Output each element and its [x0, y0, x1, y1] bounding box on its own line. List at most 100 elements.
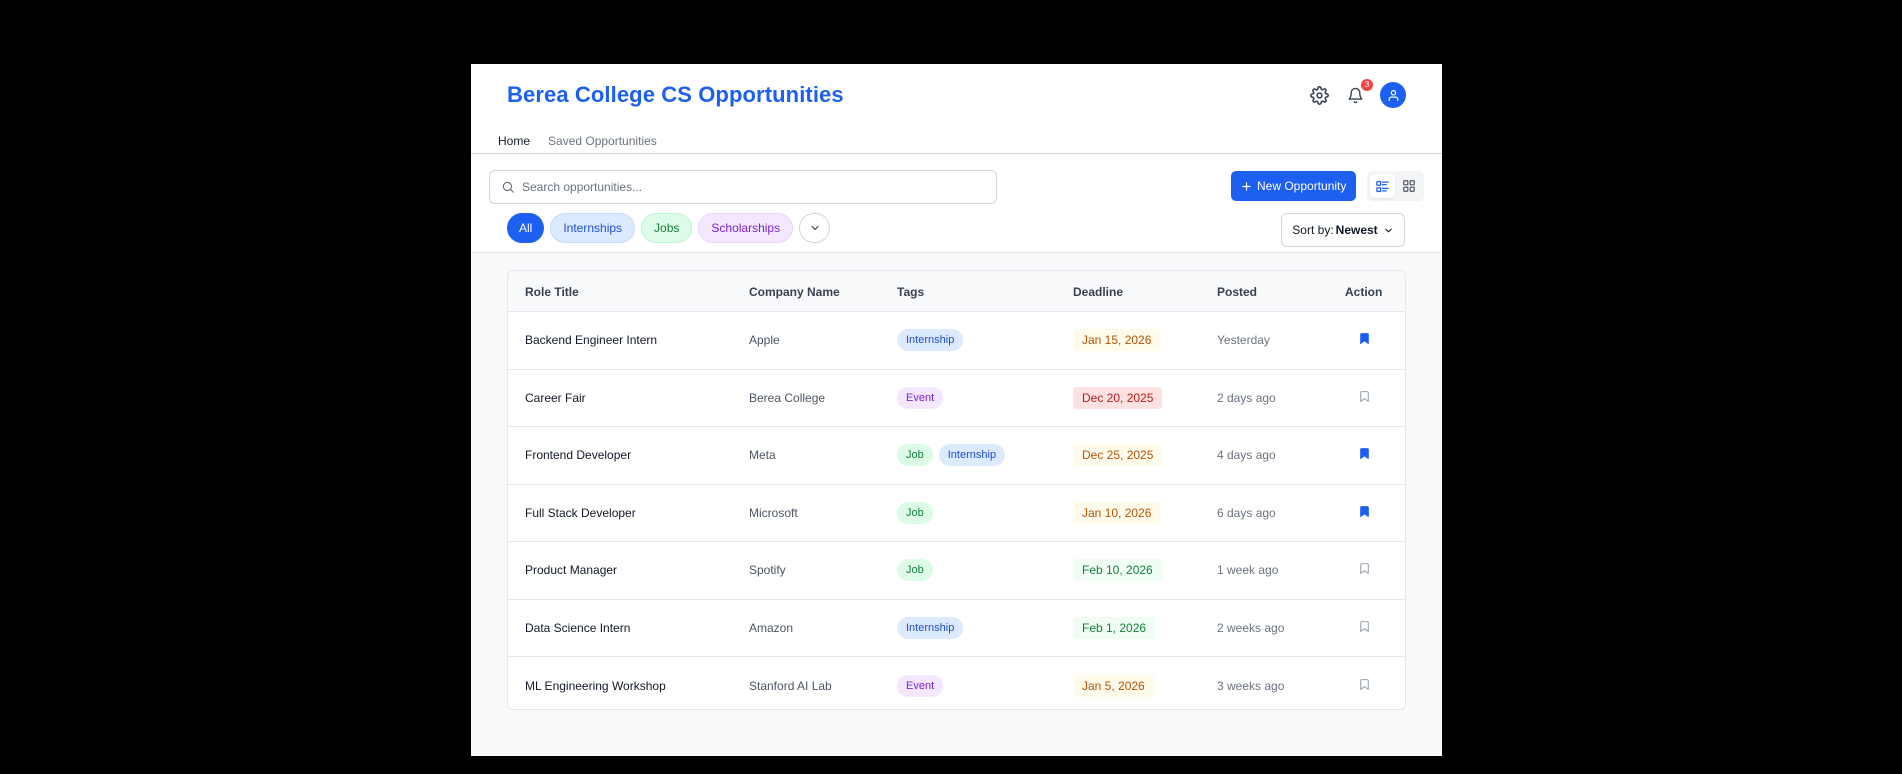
search-input[interactable]: [522, 180, 962, 194]
posted-time: 1 week ago: [1217, 563, 1279, 578]
role-title[interactable]: Frontend Developer: [525, 448, 632, 463]
tab-saved-opportunities[interactable]: Saved Opportunities: [548, 134, 657, 148]
table-row[interactable]: Full Stack Developer Microsoft Job Jan 1…: [508, 485, 1405, 542]
opportunities-table: Role Title Company Name Tags Deadline Po…: [507, 270, 1406, 710]
filter-scholarships[interactable]: Scholarships: [698, 213, 794, 243]
deadline-badge: Dec 20, 2025: [1073, 386, 1163, 409]
deadline-cell: Feb 1, 2026: [1073, 616, 1156, 639]
grid-view-button[interactable]: [1397, 174, 1422, 198]
top-bar: Berea College CS Opportunities 3: [471, 64, 1442, 154]
avatar[interactable]: [1380, 82, 1406, 108]
company-name: Spotify: [749, 563, 786, 578]
column-header-action: Action: [1345, 285, 1383, 299]
tag-badge: Internship: [897, 329, 964, 352]
column-header-company[interactable]: Company Name: [749, 285, 840, 299]
company-name: Microsoft: [749, 505, 798, 520]
settings-button[interactable]: [1308, 84, 1330, 106]
bookmark-icon: [1360, 448, 1369, 460]
gear-icon: [1309, 85, 1329, 105]
bookmark-button[interactable]: [1358, 447, 1371, 464]
posted-time: Yesterday: [1217, 333, 1270, 348]
role-title[interactable]: Full Stack Developer: [525, 505, 636, 520]
posted-time: 4 days ago: [1217, 448, 1276, 463]
tab-home[interactable]: Home: [489, 134, 540, 154]
role-title[interactable]: ML Engineering Workshop: [525, 678, 666, 693]
table-row[interactable]: Data Science Intern Amazon Internship Fe…: [508, 600, 1405, 657]
posted-time: 3 weeks ago: [1217, 678, 1285, 693]
table-row[interactable]: Frontend Developer Meta Job Internship De…: [508, 427, 1405, 485]
bookmark-button[interactable]: [1358, 504, 1371, 521]
table-header: Role Title Company Name Tags Deadline Po…: [508, 271, 1405, 312]
bookmark-icon: [1360, 333, 1369, 345]
table-row[interactable]: Product Manager Spotify Job Feb 10, 2026…: [508, 542, 1405, 600]
tag-badge: Job: [897, 501, 933, 524]
bookmark-icon: [1360, 390, 1369, 402]
company-name: Berea College: [749, 390, 826, 405]
tab-divider: [471, 153, 1442, 154]
company-name: Meta: [749, 448, 776, 463]
filter-all[interactable]: All: [507, 213, 545, 243]
tab-bar: Home Saved Opportunities: [489, 134, 666, 154]
notifications-button[interactable]: 3: [1344, 79, 1373, 106]
filter-internships[interactable]: Internships: [550, 213, 636, 243]
deadline-cell: Dec 25, 2025: [1073, 444, 1163, 467]
deadline-badge: Jan 5, 2026: [1073, 674, 1154, 697]
table-row[interactable]: Backend Engineer Intern Apple Internship…: [508, 312, 1405, 370]
company-name: Apple: [749, 333, 780, 348]
bookmark-button[interactable]: [1358, 677, 1371, 694]
role-title[interactable]: Data Science Intern: [525, 620, 631, 635]
column-header-role[interactable]: Role Title: [525, 285, 579, 299]
tags-cell: Internship: [897, 329, 964, 352]
bookmark-icon: [1360, 563, 1369, 575]
header-actions: 3: [1308, 79, 1406, 108]
user-icon: [1388, 89, 1398, 101]
deadline-cell: Feb 10, 2026: [1073, 559, 1162, 582]
sort-dropdown[interactable]: Sort by: Newest: [1281, 213, 1405, 247]
company-name: Stanford AI Lab: [749, 678, 832, 693]
sort-prefix: Sort by:: [1292, 223, 1334, 237]
grid-view-icon: [1402, 180, 1415, 192]
plus-icon: [1242, 181, 1251, 191]
bookmark-button[interactable]: [1358, 562, 1371, 579]
posted-time: 6 days ago: [1217, 505, 1276, 520]
tags-cell: Internship: [897, 616, 964, 639]
filter-jobs[interactable]: Jobs: [641, 213, 693, 243]
role-title[interactable]: Product Manager: [525, 563, 618, 578]
view-toggle: [1367, 171, 1424, 201]
tag-badge: Job: [897, 444, 933, 467]
tag-badge: Job: [897, 559, 933, 582]
bookmark-button[interactable]: [1358, 389, 1371, 406]
bookmark-button[interactable]: [1358, 619, 1371, 636]
column-header-tags[interactable]: Tags: [897, 285, 925, 299]
bookmark-button[interactable]: [1358, 332, 1371, 349]
column-header-posted[interactable]: Posted: [1217, 285, 1258, 299]
page-title: Berea College CS Opportunities: [507, 82, 844, 107]
tag-badge: Internship: [897, 616, 964, 639]
column-header-deadline[interactable]: Deadline: [1073, 285, 1124, 299]
tags-cell: Job: [897, 559, 933, 582]
deadline-cell: Jan 5, 2026: [1073, 674, 1154, 697]
table-row[interactable]: ML Engineering Workshop Stanford AI Lab …: [508, 657, 1405, 709]
tag-badge: Event: [897, 386, 944, 409]
role-title[interactable]: Career Fair: [525, 390, 586, 405]
search-box: [489, 170, 997, 204]
more-filters-button[interactable]: [799, 213, 831, 243]
new-opportunity-button[interactable]: New Opportunity: [1231, 171, 1357, 201]
search-icon: [502, 181, 514, 193]
role-title[interactable]: Backend Engineer Intern: [525, 333, 658, 348]
list-view-button[interactable]: [1370, 174, 1395, 198]
tags-cell: Job: [897, 501, 933, 524]
table-row[interactable]: Career Fair Berea College Event Dec 20, …: [508, 370, 1405, 427]
bookmark-icon: [1360, 620, 1369, 632]
company-name: Amazon: [749, 620, 794, 635]
chevron-down-icon: [811, 225, 819, 231]
filter-chips: All Internships Jobs Scholarships: [507, 213, 831, 243]
new-opportunity-label: New Opportunity: [1257, 179, 1347, 193]
tags-cell: Job Internship: [897, 444, 1006, 467]
notification-badge: 3: [1361, 79, 1373, 91]
deadline-badge: Dec 25, 2025: [1073, 444, 1163, 467]
bookmark-icon: [1360, 505, 1369, 517]
deadline-badge: Jan 15, 2026: [1073, 329, 1161, 352]
deadline-cell: Dec 20, 2025: [1073, 386, 1163, 409]
posted-time: 2 weeks ago: [1217, 620, 1285, 635]
